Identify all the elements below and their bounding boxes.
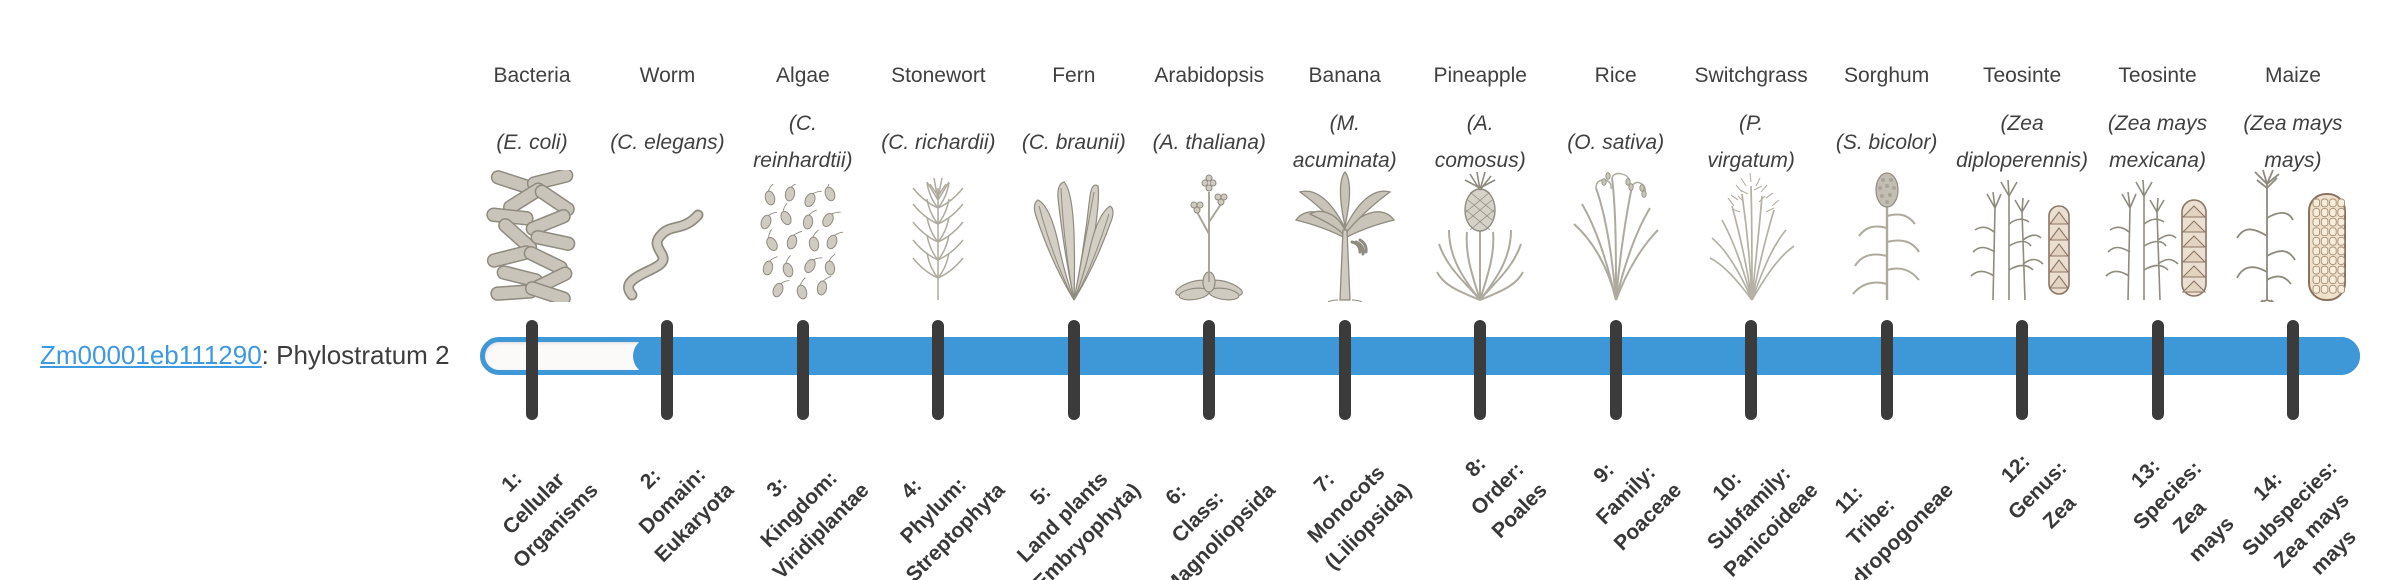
rice-icon [1521,162,1711,302]
teosinte-diploperennis-icon [1927,162,2117,302]
phylostratum-label: 2: Domain: Eukaryota [634,462,739,567]
pineapple-icon [1385,162,1575,302]
tick-mark [1474,320,1487,420]
organism-column: Banana (M. acuminata) [1250,0,1440,302]
organism-name: Switchgrass [1694,64,1808,87]
tick-mark [1745,320,1758,420]
tick-mark [2286,320,2299,420]
tick-mark [932,320,945,420]
organism-column: Teosinte (Zea diploperennis) [1927,0,2117,302]
organism-name: Sorghum [1843,64,1930,87]
organism-species: (Zea mays mexicana) [2107,112,2208,172]
organism-name: Maize [2264,64,2321,87]
organism-name: Algae [776,64,830,87]
organism-species: (C. reinhardtii) [753,112,853,172]
organism-name: Pineapple [1433,64,1527,87]
organism-column: Fern (C. braunii) [979,0,1169,302]
stonewort-icon [843,162,1033,302]
organism-column: Algae (C. reinhardtii) [708,0,898,302]
organism-name: Stonewort [891,64,986,87]
teosinte-mexicana-icon [2063,162,2253,302]
organism-column: Stonewort (C. richardii) [843,0,1033,302]
algae-icon [708,162,898,302]
organism-species: (M. acuminata) [1292,112,1397,172]
tick-mark [1880,320,1893,420]
phylostratum-label: 4: Phylum: Streptophyta [896,473,1010,580]
organism-name: Bacteria [493,64,571,87]
phylostratum-label: 8: Order: Poales [1460,452,1552,543]
organism-name: Teosinte [2118,64,2197,87]
tick-mark [1067,320,1080,420]
tick-mark [1203,320,1216,420]
gene-phylostratum-text: : Phylostratum 2 [261,340,450,370]
organism-name: Banana [1308,64,1381,87]
organism-name: Teosinte [1982,64,2062,87]
tick-mark [2016,320,2029,420]
organism-species: (E. coli) [496,130,568,154]
organism-species: (P. virgatum) [1707,112,1795,172]
arabidopsis-icon [1114,162,1304,302]
organism-column: Pineapple (A. comosus) [1385,0,1575,302]
organism-column: Worm (C. elegans) [572,0,762,302]
organism-name: Worm [639,64,696,87]
organism-species: (A. thaliana) [1152,130,1266,154]
organism-name: Fern [1052,64,1096,87]
gene-label: Zm00001eb111290: Phylostratum 2 [40,339,450,371]
maize-icon [2198,162,2388,302]
tick-mark [2151,320,2164,420]
bacteria-icon [437,162,627,302]
organism-column: Switchgrass (P. virgatum) [1656,0,1846,302]
organism-species: (C. richardii) [881,130,996,154]
tick-mark [1609,320,1622,420]
fern-icon [979,162,1169,302]
organism-species: (Zea mays mays) [2243,112,2343,172]
organism-species: (C. elegans) [610,130,725,154]
gene-id-link[interactable]: Zm00001eb111290 [40,340,262,370]
switchgrass-icon [1656,162,1846,302]
timeline-fill [633,337,2360,375]
organism-name: Arabidopsis [1154,64,1265,87]
organism-column: Arabidopsis (A. thaliana) [1114,0,1304,302]
banana-icon [1250,162,1440,302]
organism-species: (Zea diploperennis) [1956,112,2088,172]
phylostratum-label: 12: Genus: Zea [1996,449,2081,534]
organism-column: Sorghum (S. bicolor) [1792,0,1982,302]
sorghum-icon [1792,162,1982,302]
organism-species: (S. bicolor) [1835,130,1938,154]
phylostratum-label: 14: Subspecies: Zea mays mays [2238,456,2362,580]
worm-icon [572,162,762,302]
phylostratum-label: 7: Monocots (Liliopsida) [1302,461,1416,575]
organism-column: Maize (Zea mays mays) [2198,0,2388,302]
organism-species: (C. braunii) [1021,130,1126,154]
phylostratum-label: 9: Family: Poaceae [1589,458,1687,556]
organism-column: Bacteria (E. coli) [437,0,627,302]
organism-name: Rice [1594,64,1637,87]
tick-mark [526,320,538,420]
organism-column: Teosinte (Zea mays mexicana) [2063,0,2253,302]
tick-mark [1338,320,1351,420]
tick-mark [796,320,809,420]
tick-mark [661,320,674,420]
organism-species: (A. comosus) [1434,112,1526,172]
phylostratum-label: 3: Kingdom: Viridiplantae [756,466,874,580]
organism-column: Rice (O. sativa) [1521,0,1711,302]
phylostratum-label: 1: Cellular Organisms [497,467,603,573]
organism-species: (O. sativa) [1567,130,1665,154]
